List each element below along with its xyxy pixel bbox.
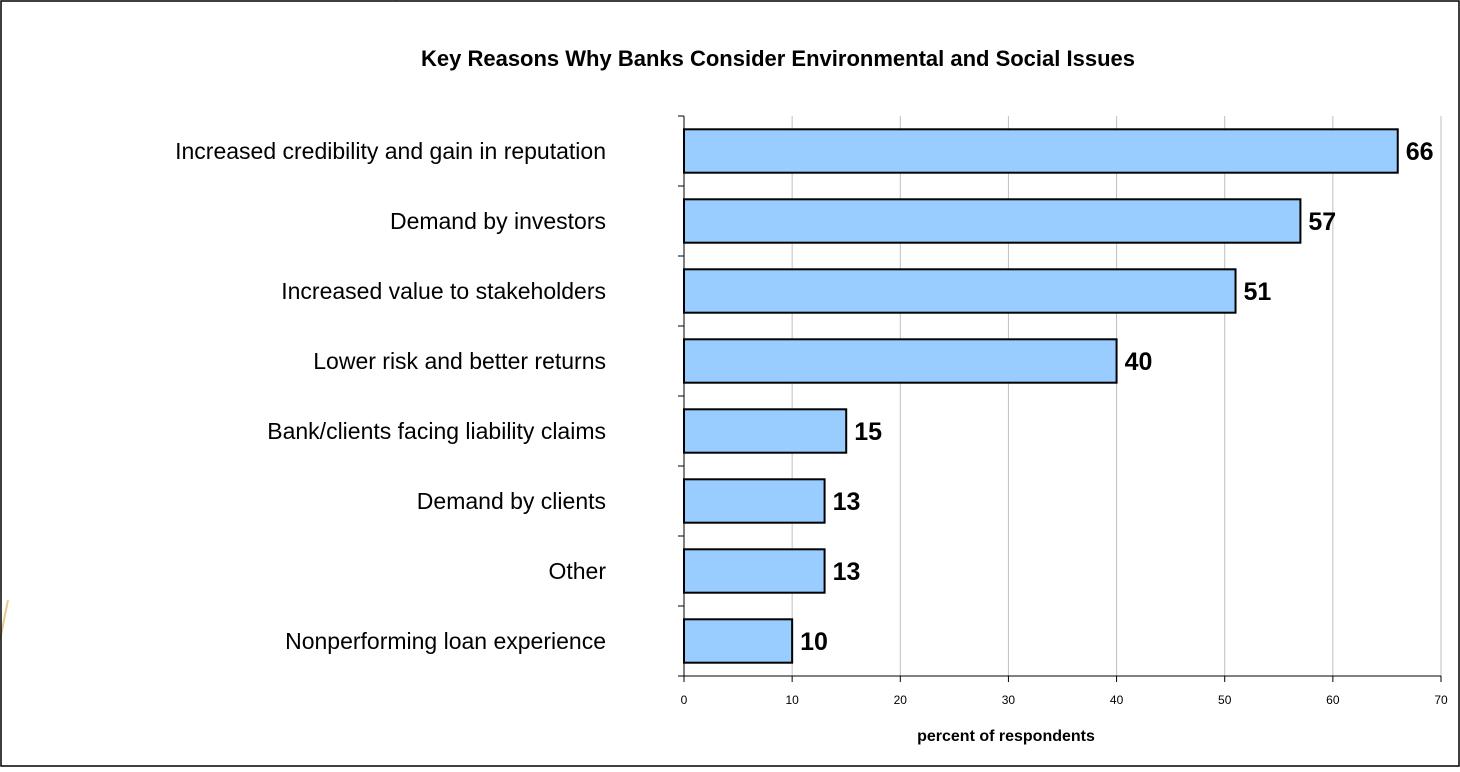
axes — [678, 115, 1442, 682]
x-tick-label: 50 — [1218, 693, 1232, 707]
data-label: 40 — [1125, 348, 1153, 376]
bar — [683, 408, 848, 454]
x-tick-label: 0 — [681, 693, 688, 707]
bar — [683, 128, 1399, 174]
x-axis-title: percent of respondents — [917, 728, 1095, 745]
category-label: Lower risk and better returns — [313, 348, 606, 374]
bar — [683, 478, 826, 524]
x-tick-label: 30 — [1002, 693, 1016, 707]
category-label: Increased credibility and gain in reputa… — [175, 138, 606, 164]
x-tick-label: 20 — [894, 693, 908, 707]
bar — [683, 548, 826, 594]
x-tick-labels: 0 10 20 30 40 50 60 70 — [681, 693, 1448, 707]
bar — [683, 198, 1302, 244]
bar — [683, 268, 1237, 314]
data-label: 13 — [833, 488, 861, 516]
data-label: 10 — [800, 628, 828, 656]
x-tick-label: 70 — [1434, 693, 1448, 707]
chart-title: Key Reasons Why Banks Consider Environme… — [421, 46, 1135, 71]
category-label: Bank/clients facing liability claims — [267, 418, 606, 444]
data-label: 66 — [1406, 138, 1434, 166]
bars — [683, 128, 1399, 664]
x-tick-label: 10 — [785, 693, 799, 707]
category-label: Demand by investors — [390, 208, 606, 234]
data-label: 13 — [833, 558, 861, 586]
bar — [683, 338, 1118, 384]
category-label: Other — [548, 558, 606, 584]
x-tick-label: 60 — [1326, 693, 1340, 707]
data-label: 15 — [854, 418, 882, 446]
data-labels: 66 57 51 40 15 13 13 10 — [800, 138, 1433, 656]
category-labels: Increased credibility and gain in reputa… — [175, 138, 606, 654]
data-label: 51 — [1244, 278, 1272, 306]
category-label: Nonperforming loan experience — [285, 628, 606, 654]
data-label: 57 — [1308, 208, 1336, 236]
category-label: Demand by clients — [417, 488, 606, 514]
bar — [683, 618, 794, 664]
category-label: Increased value to stakeholders — [281, 278, 606, 304]
x-tick-label: 40 — [1110, 693, 1124, 707]
